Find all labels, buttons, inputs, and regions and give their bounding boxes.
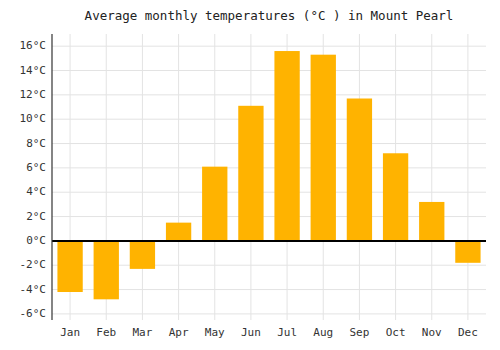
x-tick-label: Jul bbox=[277, 326, 297, 339]
chart: -6°C -4°C -2°C 0°C 2°C 4°C 6°C 8°C 10°C 12°C 14°C 1… bbox=[0, 0, 500, 350]
bars bbox=[57, 51, 480, 299]
x-tick-label: Nov bbox=[422, 326, 442, 339]
y-tick-label: 14°C bbox=[20, 64, 47, 77]
x-tick-label: Dec bbox=[458, 326, 478, 339]
y-grid-line bbox=[52, 46, 486, 47]
bar bbox=[419, 202, 444, 241]
y-grid-line bbox=[52, 70, 486, 71]
y-grid-line bbox=[52, 167, 486, 168]
y-tick-label: 2°C bbox=[26, 210, 46, 223]
background bbox=[0, 0, 500, 350]
title: Average monthly temperatures (°C ) in Mo… bbox=[85, 8, 454, 23]
x-grid-line bbox=[178, 34, 179, 320]
y-grid-line bbox=[52, 240, 486, 241]
x-tick-label: Feb bbox=[96, 326, 116, 339]
x-tick-label: May bbox=[205, 326, 225, 339]
y-grid-line bbox=[52, 313, 486, 314]
bar bbox=[57, 241, 82, 292]
y-tick-label: 16°C bbox=[20, 39, 47, 52]
y-tick-label: -2°C bbox=[20, 258, 47, 271]
y-grid-line bbox=[52, 94, 486, 95]
bar bbox=[238, 106, 263, 241]
bar bbox=[311, 55, 336, 241]
y-tick-label: 12°C bbox=[20, 88, 47, 101]
y-tick-label: 8°C bbox=[26, 137, 46, 150]
grid bbox=[52, 34, 486, 320]
y-axis-line bbox=[51, 34, 52, 320]
y-grid-line bbox=[52, 143, 486, 144]
y-tick-label: 4°C bbox=[26, 185, 46, 198]
x-grid-line bbox=[467, 34, 468, 320]
bar bbox=[383, 153, 408, 241]
y-grid-line bbox=[52, 119, 486, 120]
y-tick-label: -6°C bbox=[20, 307, 47, 320]
x-tick-label: Jun bbox=[241, 326, 261, 339]
bar bbox=[455, 241, 480, 263]
bar bbox=[347, 99, 372, 241]
x-tick-label: Sep bbox=[349, 326, 369, 339]
x-tick-label: Mar bbox=[132, 326, 152, 339]
x-grid-line bbox=[431, 34, 432, 320]
x-tick-label: Apr bbox=[169, 326, 189, 339]
y-tick-label: -4°C bbox=[20, 283, 47, 296]
y-grid-line bbox=[52, 192, 486, 193]
y-tick-label: 6°C bbox=[26, 161, 46, 174]
bar bbox=[94, 241, 119, 299]
bar bbox=[202, 167, 227, 241]
x-tick-label: Aug bbox=[313, 326, 333, 339]
bar bbox=[166, 223, 191, 241]
zero-line bbox=[52, 240, 486, 242]
y-tick-label: 10°C bbox=[20, 112, 47, 125]
x-tick-label: Jan bbox=[60, 326, 80, 339]
y-tick-label: 0°C bbox=[26, 234, 46, 247]
axes: -6°C -4°C -2°C 0°C 2°C 4°C 6°C 8°C 10°C 12°C 14°C 1… bbox=[20, 39, 478, 339]
bar bbox=[274, 51, 299, 241]
chart-container: -6°C -4°C -2°C 0°C 2°C 4°C 6°C 8°C 10°C 12°C 14°C 1… bbox=[0, 0, 500, 350]
x-grid-line bbox=[142, 34, 143, 320]
x-tick-label: Oct bbox=[386, 326, 406, 339]
bar bbox=[130, 241, 155, 269]
